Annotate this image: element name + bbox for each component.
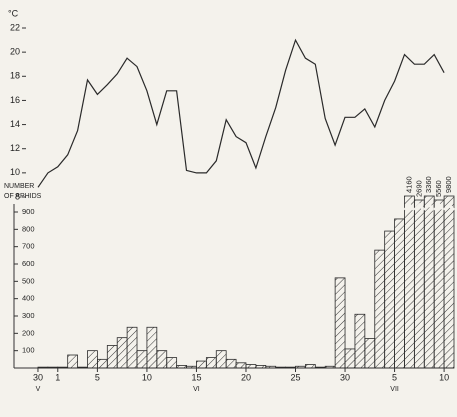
y-tick-label: 8 bbox=[15, 191, 20, 201]
bar bbox=[87, 350, 98, 369]
bar bbox=[196, 360, 207, 369]
bar bbox=[344, 348, 356, 369]
bar bbox=[324, 365, 336, 369]
y-tick-label: 500 bbox=[22, 276, 35, 285]
bar bbox=[285, 366, 296, 369]
bar bbox=[215, 350, 227, 369]
bar bbox=[384, 230, 395, 369]
y-tick-label: 600 bbox=[22, 259, 35, 268]
x-tick-label: 30 bbox=[33, 372, 43, 382]
value-label: 9800 bbox=[444, 176, 453, 193]
y-tick-label: 800 bbox=[22, 224, 35, 233]
bar bbox=[116, 337, 128, 369]
bar bbox=[96, 358, 108, 369]
y-axis-title: NUMBER bbox=[4, 183, 34, 190]
bar bbox=[156, 350, 168, 369]
bar bbox=[235, 362, 247, 369]
bar bbox=[225, 358, 237, 369]
value-label: 5560 bbox=[434, 180, 443, 197]
axis-break bbox=[443, 202, 456, 212]
bar bbox=[47, 366, 59, 369]
y-tick-label: 18 bbox=[10, 71, 20, 81]
y-tick-label: 400 bbox=[22, 294, 35, 303]
y-tick-label: 10 bbox=[10, 167, 20, 177]
y-tick-label: 14 bbox=[10, 119, 20, 129]
x-tick-label: 10 bbox=[439, 372, 449, 382]
bar bbox=[245, 364, 257, 369]
axis-break bbox=[433, 202, 446, 212]
x-tick-label: 20 bbox=[241, 372, 251, 382]
bar bbox=[166, 357, 178, 369]
bar bbox=[265, 365, 277, 369]
bar bbox=[205, 357, 217, 369]
bar bbox=[433, 199, 445, 369]
value-label: 4160 bbox=[404, 176, 413, 193]
bar bbox=[364, 338, 376, 369]
bar bbox=[186, 365, 197, 369]
y-tick-label: 20 bbox=[10, 47, 20, 57]
y-tick-label: 900 bbox=[22, 207, 35, 216]
bar bbox=[136, 350, 148, 369]
month-label: VI bbox=[193, 386, 200, 393]
bar bbox=[394, 218, 405, 369]
temperature-line bbox=[37, 38, 445, 188]
x-tick-label: 15 bbox=[191, 372, 201, 382]
axis-break bbox=[403, 202, 416, 212]
x-tick-label: 5 bbox=[392, 372, 397, 382]
bar bbox=[334, 277, 346, 369]
month-label: V bbox=[36, 386, 41, 393]
x-tick-label: 10 bbox=[142, 372, 152, 382]
bar bbox=[77, 366, 88, 369]
bar bbox=[443, 195, 455, 369]
bar bbox=[354, 313, 366, 369]
bar bbox=[374, 249, 386, 369]
y-tick-label: 300 bbox=[22, 311, 35, 320]
x-tick-label: 30 bbox=[340, 372, 350, 382]
y-tick-label: 200 bbox=[22, 328, 35, 337]
bar bbox=[404, 195, 415, 369]
value-label: 3360 bbox=[424, 176, 433, 193]
bar bbox=[255, 364, 267, 369]
bar bbox=[57, 366, 69, 369]
bar bbox=[275, 366, 287, 369]
y-axis-title: OF APHIDS bbox=[4, 193, 42, 200]
x-tick-label: 1 bbox=[55, 372, 60, 382]
x-tick-label: 5 bbox=[95, 372, 100, 382]
bar bbox=[67, 354, 78, 369]
value-label: 2690 bbox=[414, 180, 423, 197]
y-axis-title: °C bbox=[8, 8, 19, 18]
bar bbox=[423, 195, 435, 369]
axis-break bbox=[423, 202, 436, 212]
y-tick-label: 16 bbox=[10, 95, 20, 105]
y-tick-label: 12 bbox=[10, 143, 20, 153]
bar bbox=[176, 364, 187, 369]
bar bbox=[295, 365, 306, 369]
y-tick-label: 100 bbox=[22, 346, 35, 355]
bar bbox=[413, 199, 425, 369]
bar bbox=[106, 345, 118, 369]
y-tick-label: 700 bbox=[22, 242, 35, 251]
bar bbox=[314, 366, 326, 369]
month-label: VII bbox=[390, 386, 399, 393]
bar bbox=[126, 326, 138, 369]
bar bbox=[305, 364, 316, 369]
bar bbox=[37, 366, 49, 369]
x-tick-label: 25 bbox=[291, 372, 301, 382]
y-tick-label: 22 bbox=[10, 22, 20, 32]
axis-break bbox=[413, 202, 426, 212]
bar bbox=[146, 326, 158, 369]
